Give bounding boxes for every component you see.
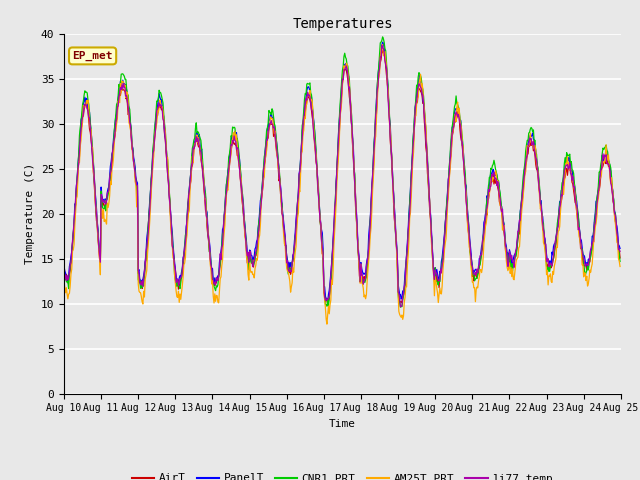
AirT: [184, 212, 191, 218]
AM25T_PRT: [379, 42, 387, 48]
CNR1_PRT: [428, 231, 435, 237]
AirT: [213, 275, 221, 280]
li77_temp: [378, 43, 386, 48]
li77_temp: [60, 266, 68, 272]
CNR1_PRT: [397, 304, 404, 310]
Line: CNR1_PRT: CNR1_PRT: [64, 37, 620, 307]
Legend: AirT, PanelT, CNR1_PRT, AM25T_PRT, li77_temp: AirT, PanelT, CNR1_PRT, AM25T_PRT, li77_…: [127, 469, 557, 480]
AM25T_PRT: [127, 132, 135, 138]
PanelT: [412, 105, 419, 110]
AM25T_PRT: [428, 239, 435, 244]
AM25T_PRT: [70, 241, 78, 247]
AirT: [324, 301, 332, 307]
CNR1_PRT: [70, 220, 78, 226]
AirT: [378, 48, 386, 53]
li77_temp: [412, 108, 419, 114]
Title: Temperatures: Temperatures: [292, 17, 393, 31]
CNR1_PRT: [616, 259, 624, 264]
AirT: [412, 115, 419, 121]
Line: AirT: AirT: [64, 50, 620, 304]
li77_temp: [127, 134, 135, 140]
CNR1_PRT: [213, 284, 221, 290]
Y-axis label: Temperature (C): Temperature (C): [25, 163, 35, 264]
PanelT: [616, 246, 624, 252]
CNR1_PRT: [60, 268, 68, 274]
AirT: [127, 136, 135, 142]
PanelT: [213, 275, 221, 280]
PanelT: [379, 39, 387, 45]
Text: EP_met: EP_met: [72, 51, 113, 61]
PanelT: [324, 299, 332, 304]
AirT: [616, 255, 624, 261]
X-axis label: Time: Time: [329, 419, 356, 429]
PanelT: [60, 263, 68, 269]
Line: PanelT: PanelT: [64, 42, 620, 301]
PanelT: [184, 201, 191, 207]
AM25T_PRT: [60, 279, 68, 285]
PanelT: [428, 226, 435, 232]
AM25T_PRT: [323, 321, 331, 327]
AM25T_PRT: [616, 264, 624, 269]
Line: AM25T_PRT: AM25T_PRT: [64, 45, 620, 324]
li77_temp: [616, 249, 624, 254]
PanelT: [127, 130, 135, 135]
CNR1_PRT: [127, 125, 135, 131]
li77_temp: [213, 276, 221, 282]
li77_temp: [70, 217, 78, 223]
li77_temp: [428, 230, 435, 236]
AM25T_PRT: [213, 293, 221, 299]
AirT: [70, 224, 78, 229]
AM25T_PRT: [412, 113, 419, 119]
AM25T_PRT: [184, 219, 191, 225]
li77_temp: [184, 209, 191, 215]
CNR1_PRT: [412, 105, 419, 110]
CNR1_PRT: [184, 204, 191, 210]
AirT: [428, 231, 435, 237]
PanelT: [70, 222, 78, 228]
Line: li77_temp: li77_temp: [64, 46, 620, 307]
li77_temp: [397, 304, 405, 310]
AirT: [60, 262, 68, 267]
CNR1_PRT: [379, 34, 387, 40]
